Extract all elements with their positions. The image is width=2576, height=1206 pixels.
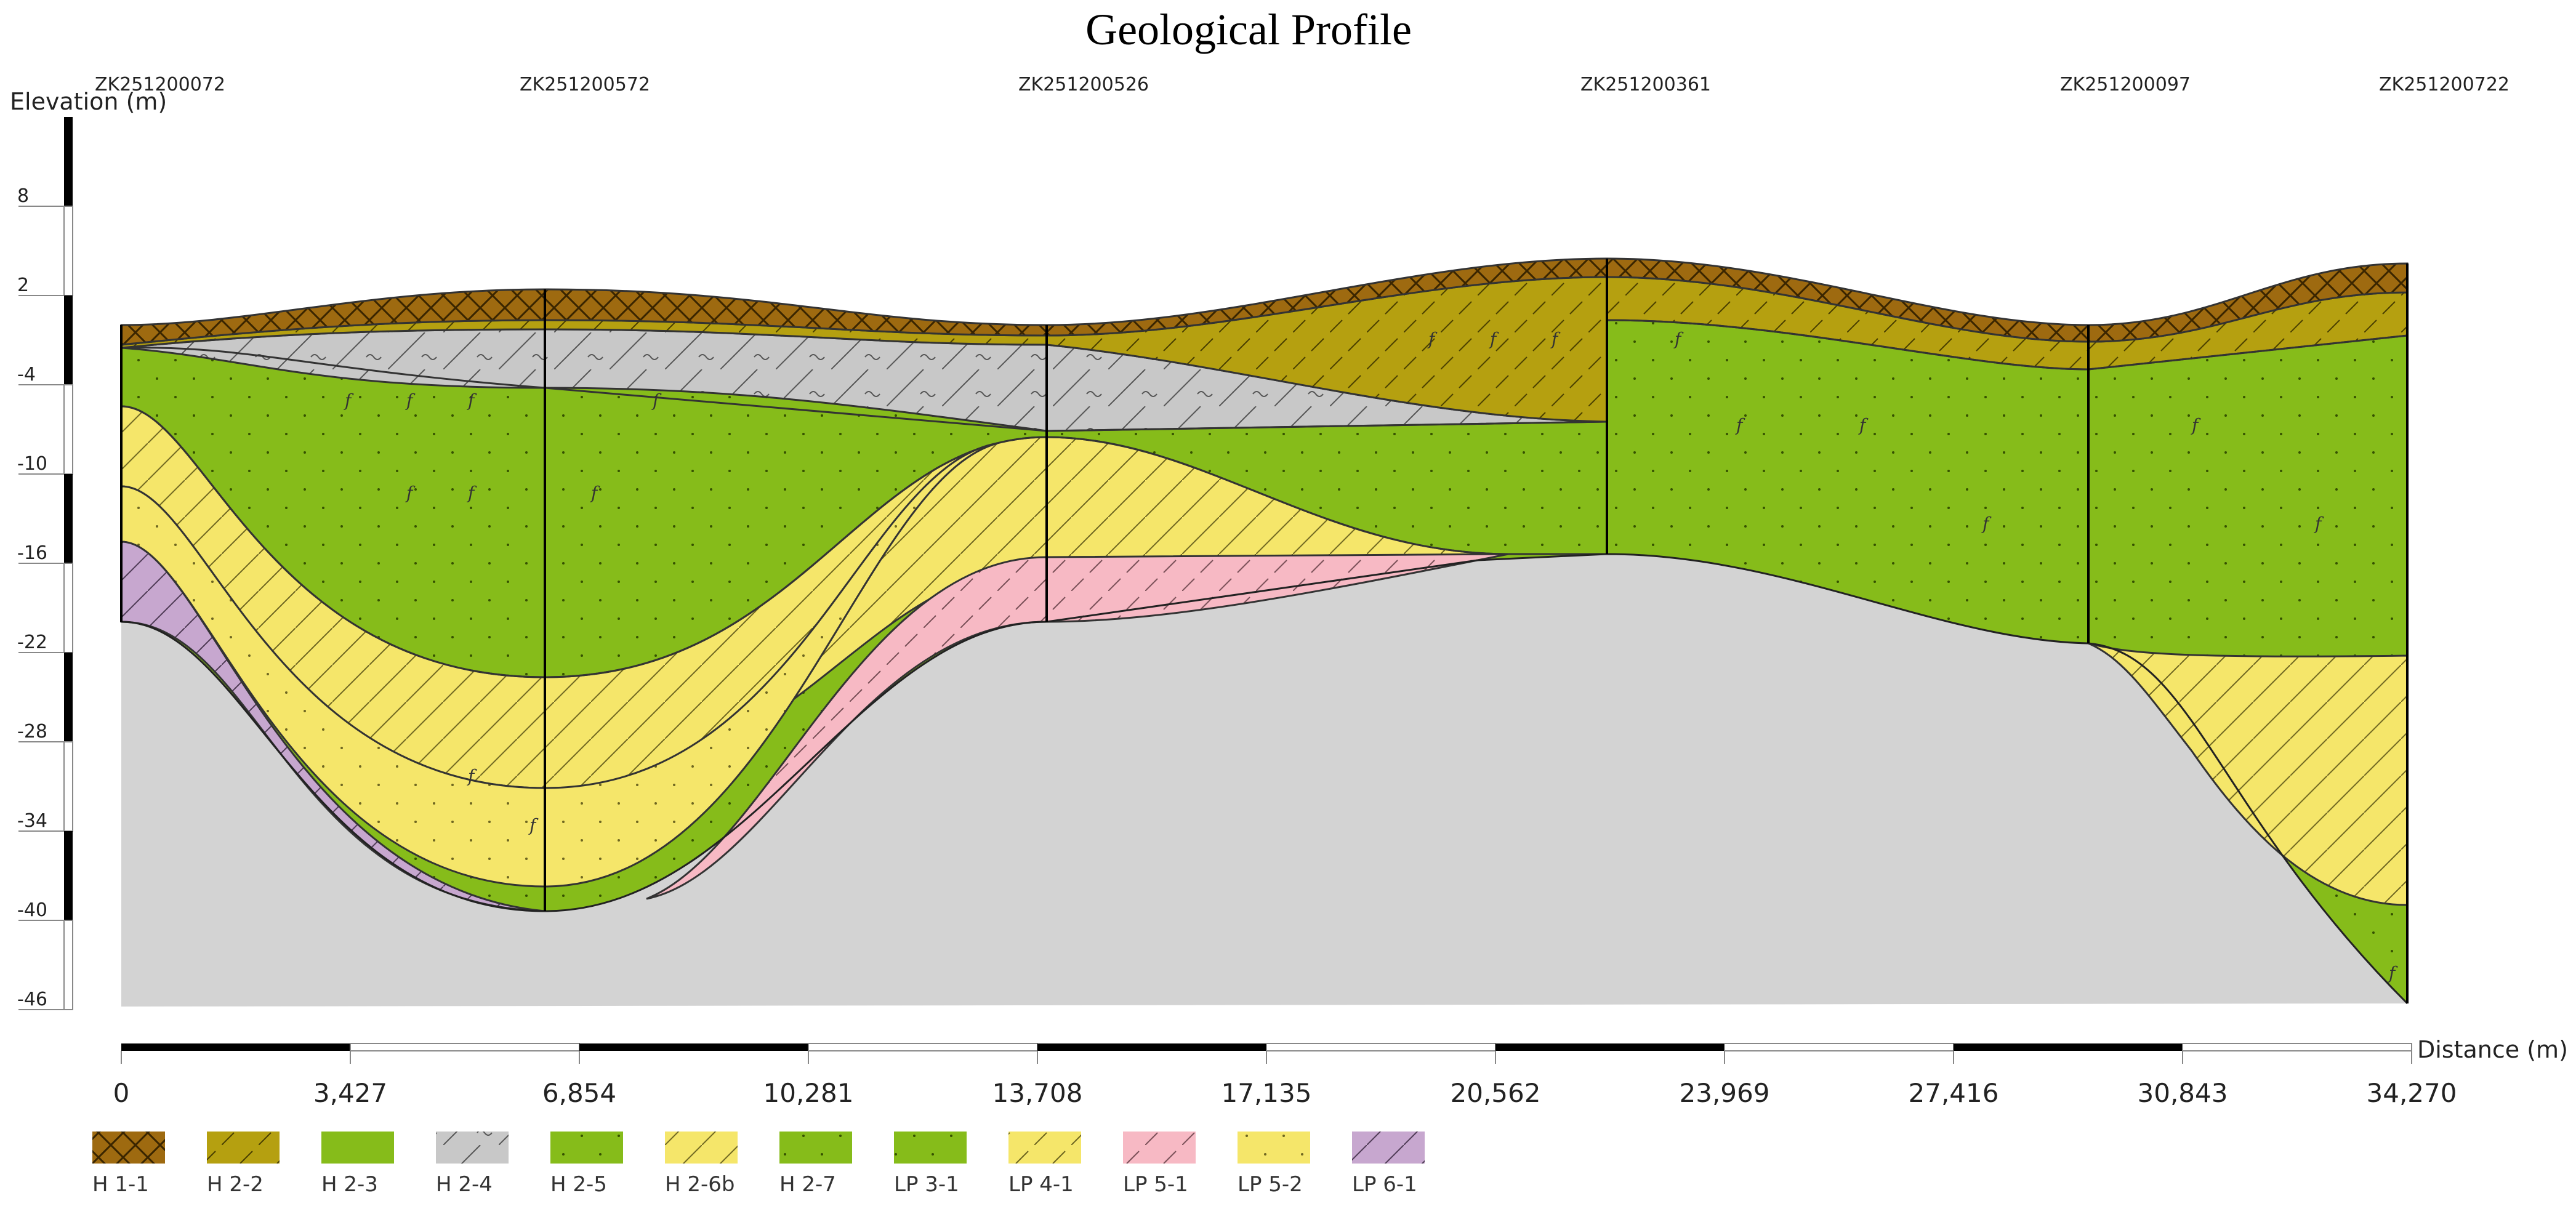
x-axis: Distance (m) xyxy=(121,1036,2568,1063)
borehole-label: ZK251200072 xyxy=(95,74,225,95)
legend-item: H 2-3 xyxy=(321,1132,394,1197)
legend-label: H 2-6b xyxy=(665,1172,735,1197)
x-tick: 6,854 xyxy=(542,1078,616,1108)
legend-item: H 2-4 xyxy=(436,1132,509,1197)
x-tick: 3,427 xyxy=(313,1078,387,1108)
legend: H 1-1 H 2-2 H 2-3 H 2-4 H 2-5 H 2-6b H 2… xyxy=(92,1132,1425,1197)
cross-section: f f f f f f f f f f f f f f f f f f f xyxy=(120,257,2409,1007)
borehole-label: ZK251200722 xyxy=(2379,74,2510,95)
borehole-label: ZK251200097 xyxy=(2060,74,2191,95)
legend-label: H 1-1 xyxy=(92,1172,149,1197)
y-axis-title: Elevation (m) xyxy=(10,88,167,115)
x-axis-title: Distance (m) xyxy=(2417,1036,2568,1063)
x-tick: 30,843 xyxy=(2138,1078,2228,1108)
layer-bedrock xyxy=(121,554,2407,1007)
legend-label: H 2-3 xyxy=(321,1172,378,1197)
y-tick: -16 xyxy=(17,542,47,564)
legend-item: H 2-7 xyxy=(779,1132,852,1197)
x-tick: 20,562 xyxy=(1451,1078,1541,1108)
legend-item: H 2-5 xyxy=(550,1132,623,1197)
legend-item: LP 5-1 xyxy=(1123,1132,1196,1197)
legend-label: H 2-2 xyxy=(207,1172,264,1197)
y-tick: -4 xyxy=(17,364,36,385)
profile-title: Geological Profile xyxy=(1085,5,1412,54)
y-axis xyxy=(63,117,73,1010)
legend-label: H 2-5 xyxy=(550,1172,607,1197)
y-tick: -22 xyxy=(17,632,47,653)
y-tick: 2 xyxy=(17,275,29,296)
borehole-label: ZK251200572 xyxy=(520,74,650,95)
legend-item: H 2-2 xyxy=(207,1132,280,1197)
legend-item: LP 3-1 xyxy=(894,1132,967,1197)
y-tick: -40 xyxy=(17,899,47,921)
legend-label: LP 3-1 xyxy=(894,1172,959,1197)
legend-item: LP 6-1 xyxy=(1352,1132,1425,1197)
x-tick: 17,135 xyxy=(1222,1078,1312,1108)
x-tick-labels: 0 3,427 6,854 10,281 13,708 17,135 20,56… xyxy=(113,1051,2457,1108)
legend-label: H 2-7 xyxy=(779,1172,836,1197)
layer-lp5-1 xyxy=(646,553,1509,900)
legend-item: LP 5-2 xyxy=(1238,1132,1310,1197)
legend-label: LP 6-1 xyxy=(1352,1172,1417,1197)
legend-label: LP 5-1 xyxy=(1123,1172,1188,1197)
y-tick: 8 xyxy=(17,185,29,207)
y-tick-labels: 8 2 -4 -10 -16 -22 -28 -34 -40 -46 xyxy=(17,185,64,1010)
x-tick: 0 xyxy=(113,1078,130,1108)
x-tick: 34,270 xyxy=(2367,1078,2457,1108)
legend-item: LP 4-1 xyxy=(1008,1132,1081,1197)
x-tick: 13,708 xyxy=(992,1078,1083,1108)
layer-h2-7 xyxy=(121,320,2407,1003)
legend-label: LP 4-1 xyxy=(1008,1172,1074,1197)
legend-label: H 2-4 xyxy=(436,1172,493,1197)
y-tick: -10 xyxy=(17,453,47,475)
y-tick: -46 xyxy=(17,989,47,1010)
borehole-label: ZK251200361 xyxy=(1580,74,1711,95)
layer-lp4-1 xyxy=(2088,642,2409,906)
borehole-label: ZK251200526 xyxy=(1018,74,1149,95)
legend-item: H 1-1 xyxy=(92,1132,165,1197)
legend-item: H 2-6b xyxy=(665,1132,738,1197)
x-tick: 23,969 xyxy=(1680,1078,1770,1108)
y-tick: -28 xyxy=(17,721,47,742)
x-tick: 27,416 xyxy=(1909,1078,1999,1108)
legend-label: LP 5-2 xyxy=(1238,1172,1303,1197)
y-tick: -34 xyxy=(17,810,47,832)
x-tick: 10,281 xyxy=(763,1078,854,1108)
